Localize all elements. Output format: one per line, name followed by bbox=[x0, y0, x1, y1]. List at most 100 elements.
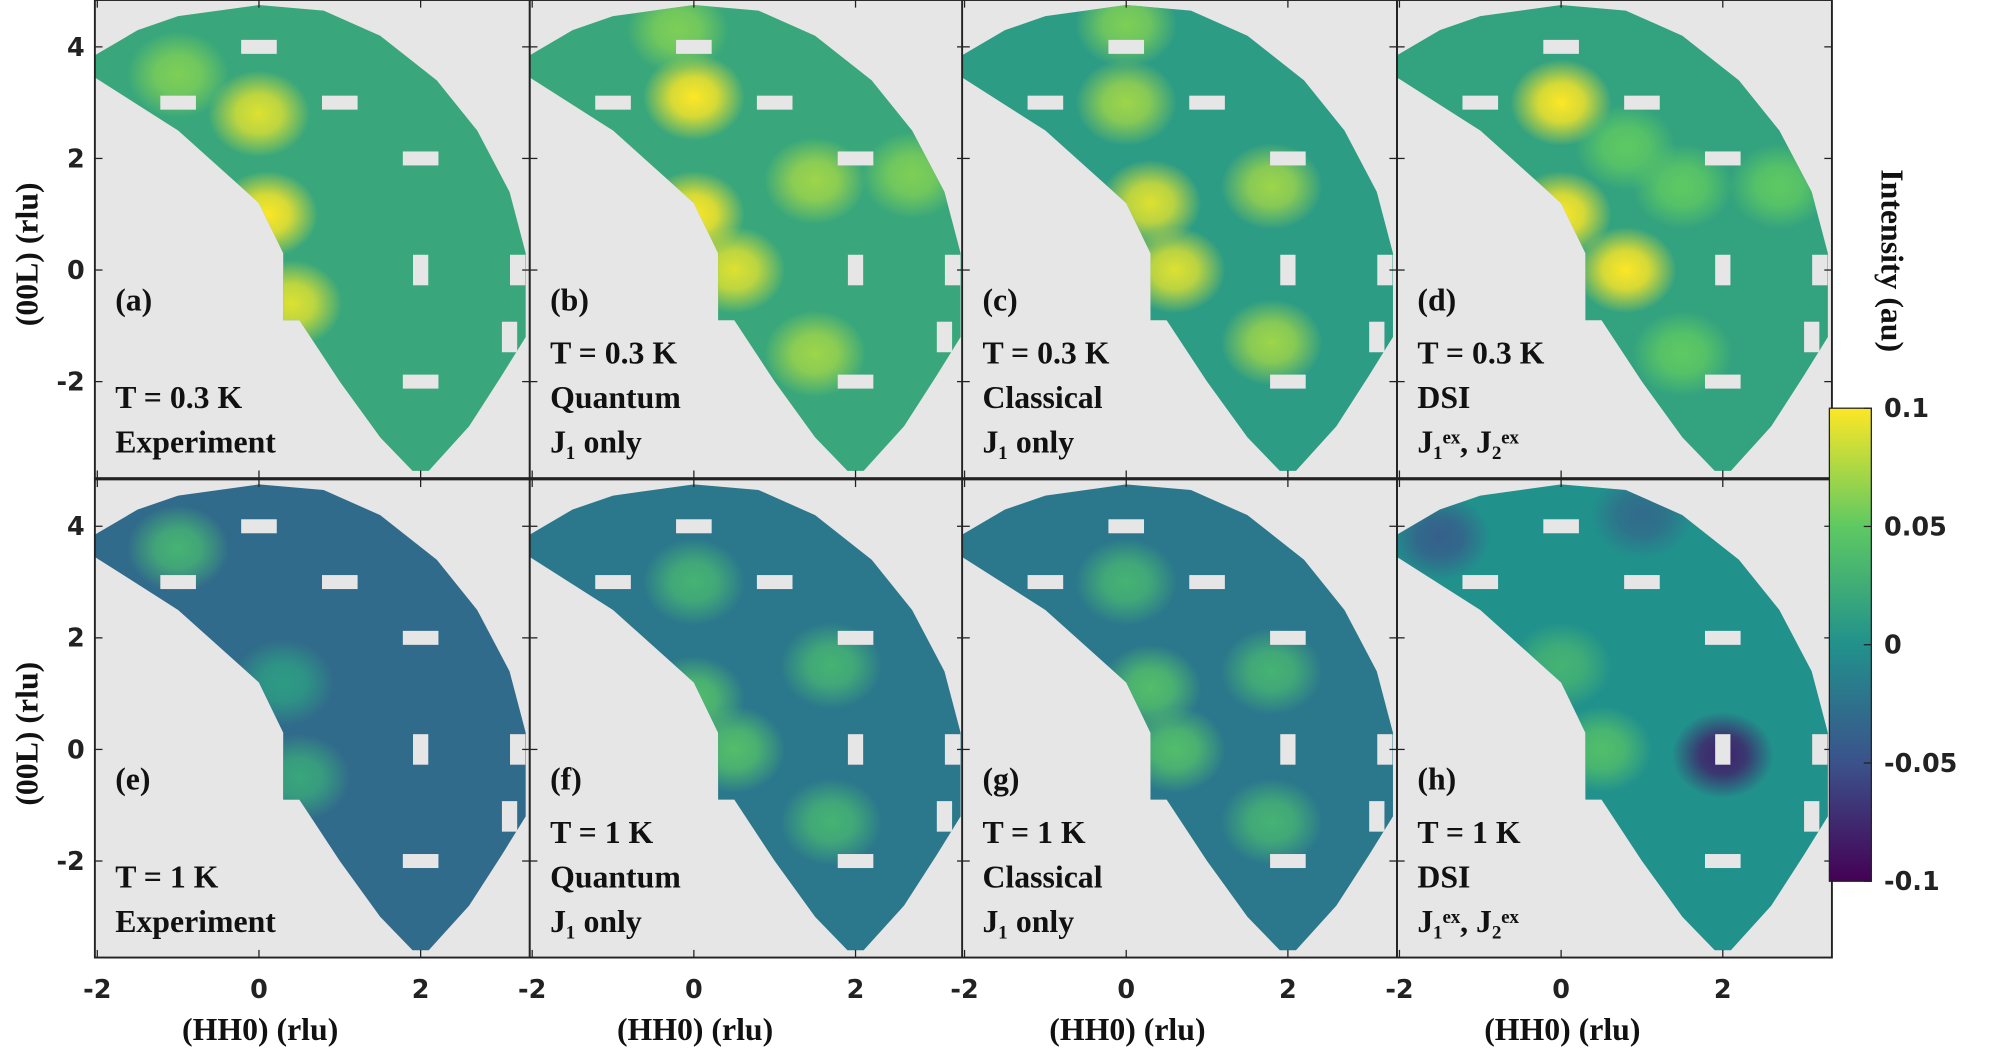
x-tick-label: 0 bbox=[685, 974, 703, 1004]
x-tick-label: -2 bbox=[1385, 974, 1413, 1004]
masked-bragg-peak bbox=[837, 630, 874, 645]
colorbar-tick-label: -0.1 bbox=[1884, 866, 1940, 896]
masked-bragg-peak bbox=[1377, 734, 1393, 765]
panel: -2 0 2 (f) T = 1 K Quantum J₁ only bbox=[518, 478, 966, 1004]
intensity-peak bbox=[127, 505, 229, 592]
masked-bragg-peak bbox=[501, 321, 518, 353]
masked-bragg-peak bbox=[837, 854, 874, 869]
panel-annotation: Experiment bbox=[115, 904, 276, 939]
masked-bragg-peak bbox=[1108, 519, 1145, 534]
panel-label: (b) bbox=[550, 282, 589, 317]
colorbar-tick-label: 0.05 bbox=[1884, 511, 1947, 541]
intensity-peak bbox=[1220, 299, 1323, 386]
masked-bragg-peak bbox=[595, 575, 631, 590]
masked-bragg-peak bbox=[676, 519, 712, 534]
masked-bragg-peak bbox=[1270, 854, 1306, 869]
x-axis-label: (HH0) (rlu) bbox=[617, 1012, 773, 1047]
masked-bragg-peak bbox=[241, 519, 277, 534]
masked-bragg-peak bbox=[160, 95, 196, 110]
intensity-peak bbox=[1220, 628, 1323, 715]
masked-bragg-peak bbox=[595, 95, 631, 110]
masked-bragg-peak bbox=[160, 575, 196, 590]
intensity-peak bbox=[1075, 538, 1178, 626]
masked-bragg-peak bbox=[756, 95, 793, 110]
panel-annotation: J₁ only bbox=[982, 425, 1074, 460]
masked-bragg-peak bbox=[1280, 254, 1296, 286]
y-axis-label: (00L) (rlu) bbox=[10, 662, 45, 806]
intensity-peak bbox=[1075, 5, 1178, 68]
y-tick-label: 2 bbox=[67, 143, 85, 173]
masked-bragg-peak bbox=[1462, 95, 1499, 110]
panel-annotation: Classical bbox=[982, 380, 1102, 415]
x-tick-label: 0 bbox=[250, 974, 268, 1004]
intensity-peak bbox=[642, 538, 745, 626]
panel-frame bbox=[1396, 0, 1833, 480]
panel-annotation: T = 1 K bbox=[1417, 815, 1520, 850]
masked-bragg-peak bbox=[944, 254, 961, 286]
masked-bragg-peak bbox=[1704, 630, 1741, 645]
masked-bragg-peak bbox=[1624, 95, 1660, 110]
x-tick-label: 2 bbox=[847, 974, 865, 1004]
masked-bragg-peak bbox=[1369, 321, 1385, 353]
masked-bragg-peak bbox=[1189, 575, 1225, 590]
colorbar-title: Intensity (au) bbox=[1875, 169, 1910, 352]
x-tick-label: -2 bbox=[950, 974, 978, 1004]
masked-bragg-peak bbox=[1108, 39, 1145, 54]
x-tick-label: 0 bbox=[1117, 974, 1135, 1004]
panel-label: (e) bbox=[115, 762, 150, 797]
panel: -2 0 2 (h) T = 1 K DSI J₁ᵉˣ, J₂ᵉˣ bbox=[1385, 478, 1833, 1004]
panel-annotation: T = 0.3 K bbox=[115, 380, 242, 415]
panel-annotation: J₁ᵉˣ, J₂ᵉˣ bbox=[1417, 904, 1519, 939]
masked-bragg-peak bbox=[241, 39, 277, 54]
intensity-peak bbox=[780, 778, 883, 866]
panel-annotation: T = 1 K bbox=[115, 860, 218, 895]
masked-bragg-peak bbox=[1715, 734, 1731, 765]
masked-bragg-peak bbox=[756, 575, 793, 590]
masked-bragg-peak bbox=[510, 734, 526, 765]
masked-bragg-peak bbox=[1704, 374, 1741, 389]
masked-bragg-peak bbox=[847, 734, 864, 765]
intensity-peak bbox=[208, 70, 310, 158]
x-tick-label: -2 bbox=[518, 974, 546, 1004]
panel-annotation: J₁ only bbox=[982, 904, 1074, 939]
masked-bragg-peak bbox=[1270, 374, 1306, 389]
intensity-peak bbox=[764, 137, 866, 225]
x-axis-label: (HH0) (rlu) bbox=[1484, 1012, 1640, 1047]
masked-bragg-peak bbox=[1270, 630, 1306, 645]
masked-bragg-peak bbox=[413, 734, 429, 765]
panel-annotation: Quantum bbox=[550, 860, 681, 895]
masked-bragg-peak bbox=[321, 575, 358, 590]
x-tick-label: 2 bbox=[1279, 974, 1297, 1004]
masked-bragg-peak bbox=[1812, 254, 1828, 286]
panel: (b) T = 0.3 K Quantum J₁ only bbox=[528, 0, 966, 480]
intensity-peak bbox=[1075, 59, 1178, 146]
panel-label: (a) bbox=[115, 282, 152, 317]
intensity-peak bbox=[1574, 226, 1677, 314]
masked-bragg-peak bbox=[1704, 151, 1741, 166]
masked-bragg-peak bbox=[1812, 734, 1828, 765]
masked-bragg-peak bbox=[837, 151, 874, 166]
panel: -2 0 2 (g) T = 1 K Classical J₁ only bbox=[950, 478, 1398, 1004]
y-tick-label: 0 bbox=[67, 255, 85, 285]
masked-bragg-peak bbox=[1624, 575, 1660, 590]
panel-annotation: J₁ᵉˣ, J₂ᵉˣ bbox=[1417, 425, 1519, 460]
x-tick-label: -2 bbox=[83, 974, 111, 1004]
panel-annotation: T = 0.3 K bbox=[1417, 336, 1544, 371]
masked-bragg-peak bbox=[1704, 854, 1741, 869]
y-tick-label: 4 bbox=[67, 32, 85, 62]
y-axis-label: (00L) (rlu) bbox=[10, 182, 45, 326]
panel-annotation: DSI bbox=[1417, 380, 1470, 415]
y-tick-label: -2 bbox=[56, 367, 84, 397]
masked-bragg-peak bbox=[1462, 575, 1499, 590]
intensity-peak bbox=[642, 53, 745, 141]
masked-bragg-peak bbox=[402, 374, 439, 389]
masked-bragg-peak bbox=[1027, 95, 1064, 110]
intensity-peak bbox=[1220, 778, 1323, 866]
masked-bragg-peak bbox=[1027, 575, 1064, 590]
masked-bragg-peak bbox=[321, 95, 358, 110]
panel: (c) T = 0.3 K Classical J₁ only bbox=[961, 0, 1398, 480]
colorbar-tick-label: 0 bbox=[1884, 630, 1902, 660]
masked-bragg-peak bbox=[944, 734, 961, 765]
masked-bragg-peak bbox=[676, 39, 712, 54]
